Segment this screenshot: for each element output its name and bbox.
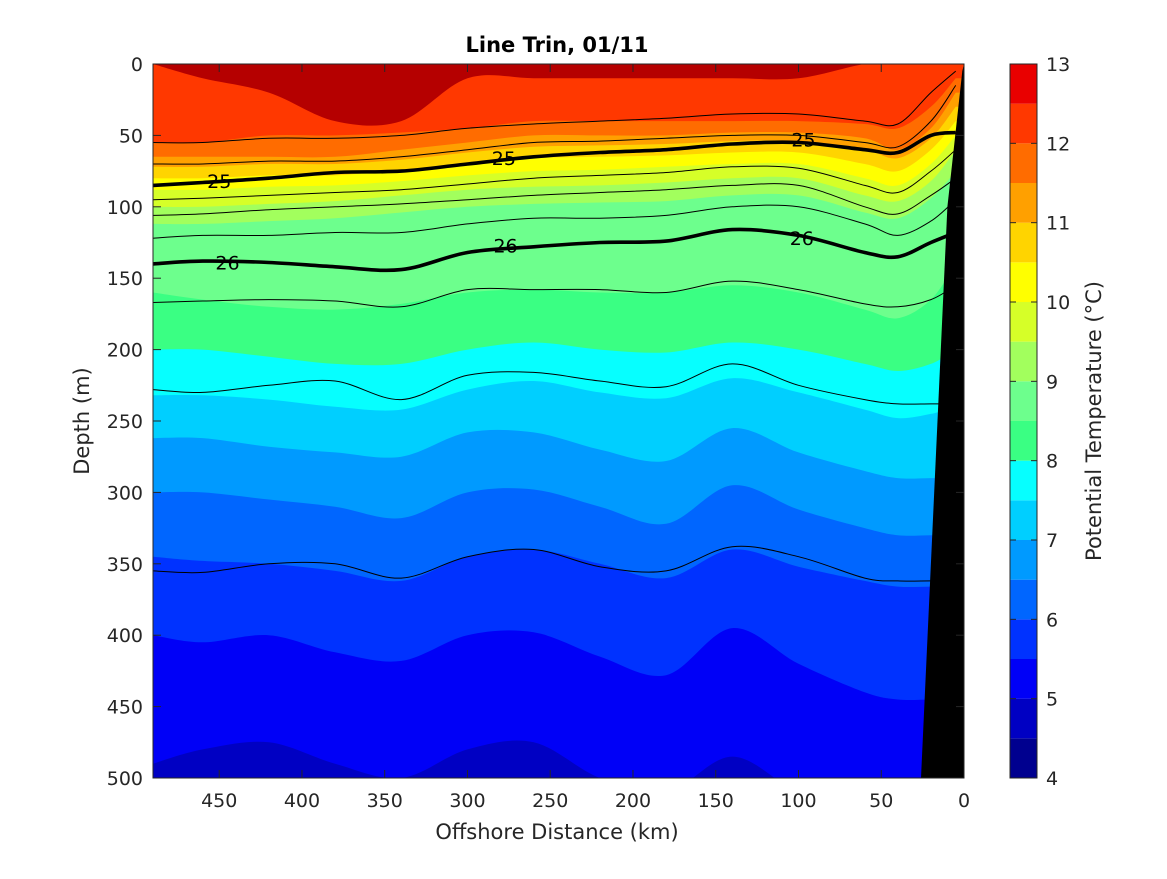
temperature-band-5: [153, 740, 775, 778]
y-tick-label: 50: [119, 125, 143, 147]
bathymetry-mask: [921, 64, 964, 778]
colorbar-swatch: [1010, 103, 1037, 144]
colorbar-tick-label: 10: [1046, 292, 1070, 314]
colorbar-swatch: [1010, 222, 1037, 263]
colorbar-swatch: [1010, 143, 1037, 183]
y-tick-label: 400: [107, 625, 143, 647]
contour-label-25: 25: [492, 148, 516, 170]
bathymetry-polygon: [921, 64, 964, 778]
contour-labels: 25 25 25 26 26 26: [207, 130, 815, 275]
density-contour-26-6: [153, 545, 956, 582]
y-tick-label: 100: [107, 197, 143, 219]
x-tick-label: 0: [958, 790, 970, 812]
chart-title: Line Trin, 01/11: [465, 33, 648, 57]
density-contour-26: [153, 227, 957, 273]
colorbar-swatch: [1010, 302, 1037, 342]
y-tick-label: 300: [107, 482, 143, 504]
colorbar-tick-label: 9: [1046, 371, 1058, 393]
x-tick-label: 50: [869, 790, 893, 812]
y-axis-ticks: 0 50 100 150 200 250 300 350 400 450 500: [107, 54, 964, 790]
density-contour-lines: [153, 70, 957, 582]
contour-label-25: 25: [791, 130, 815, 152]
temperature-filled-contours: [153, 64, 964, 778]
y-axis-label: Depth (m): [70, 367, 94, 474]
colorbar-tick-label: 13: [1046, 54, 1070, 76]
colorbar-tick-label: 6: [1046, 609, 1058, 631]
x-tick-label: 300: [449, 790, 485, 812]
colorbar-swatch: [1010, 64, 1037, 104]
colorbar-swatch: [1010, 659, 1037, 699]
density-contour-25-6: [153, 199, 957, 239]
y-tick-label: 150: [107, 268, 143, 290]
colorbar: 4 5 6 7 8 9 10 11 12 13: [1009, 54, 1070, 790]
density-contour-25: [153, 130, 956, 188]
colorbar-frame: [1009, 63, 1038, 779]
colorbar-swatch: [1010, 619, 1037, 659]
contour-label-26: 26: [493, 235, 517, 257]
temperature-band-5-5: [153, 628, 964, 778]
colorbar-tick-label: 5: [1046, 689, 1058, 711]
colorbar-swatch: [1010, 579, 1037, 620]
colorbar-tick-label: 11: [1046, 213, 1070, 235]
colorbar-swatch: [1010, 460, 1037, 501]
density-contour-25-4: [153, 177, 956, 216]
x-axis-label: Offshore Distance (km): [435, 820, 678, 844]
x-tick-label: 250: [532, 790, 568, 812]
x-tick-label: 150: [698, 790, 734, 812]
density-contour-24-5: [153, 70, 957, 144]
y-tick-label: 0: [131, 54, 143, 76]
contour-label-26: 26: [215, 252, 239, 274]
colorbar-tick-label: 8: [1046, 451, 1058, 473]
colorbar-swatch: [1010, 738, 1037, 778]
colorbar-tick-label: 4: [1046, 768, 1058, 790]
contour-label-25: 25: [207, 171, 231, 193]
density-contour-25-2: [153, 149, 957, 201]
colorbar-tick-label: 7: [1046, 530, 1058, 552]
x-tick-label: 400: [284, 790, 320, 812]
density-contour-24-8: [153, 85, 957, 165]
contour-label-26: 26: [790, 228, 814, 250]
y-tick-label: 200: [107, 340, 143, 362]
colorbar-swatch: [1010, 421, 1037, 461]
colorbar-swatch: [1010, 381, 1037, 421]
y-tick-label: 350: [107, 554, 143, 576]
colorbar-swatch: [1010, 540, 1037, 580]
colorbar-tick-label: 12: [1046, 133, 1070, 155]
colorbar-swatch: [1010, 183, 1037, 223]
y-tick-label: 450: [107, 697, 143, 719]
colorbar-label: Potential Temperature (°C): [1082, 281, 1106, 561]
y-tick-label: 250: [107, 411, 143, 433]
colorbar-swatch: [1010, 500, 1037, 540]
x-tick-label: 350: [367, 790, 403, 812]
density-contour-26-4: [153, 363, 956, 405]
x-tick-label: 450: [201, 790, 237, 812]
x-axis-ticks: 450 400 350 300 250 200 150 100 50 0: [201, 64, 970, 812]
density-contour-26-2: [153, 280, 956, 308]
colorbar-swatch: [1010, 698, 1037, 739]
colorbar-swatch: [1010, 262, 1037, 302]
x-tick-label: 200: [615, 790, 651, 812]
y-tick-label: 500: [107, 768, 143, 790]
x-tick-label: 100: [780, 790, 816, 812]
colorbar-swatch: [1010, 341, 1037, 382]
